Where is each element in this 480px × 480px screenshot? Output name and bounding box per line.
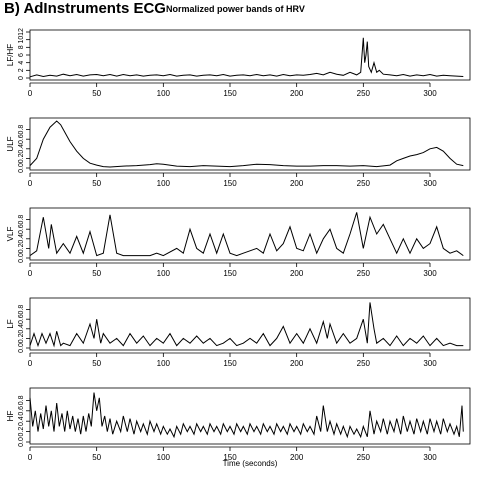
series-line-ratio bbox=[29, 37, 464, 78]
x-tick-label-ulf: 200 bbox=[290, 179, 304, 188]
x-tick-label-ulf: 100 bbox=[157, 179, 171, 188]
y-tick-label-ratio: 2 bbox=[18, 68, 25, 72]
y-tick-label-ulf: 0.2 bbox=[18, 153, 25, 163]
x-tick-label-vlf: 250 bbox=[357, 269, 371, 278]
x-tick-label-lf: 200 bbox=[290, 359, 304, 368]
y-tick-label-hf: 0.6 bbox=[18, 406, 25, 416]
y-tick-label-ulf: 0.6 bbox=[18, 134, 25, 144]
x-tick-label-hf: 0 bbox=[28, 453, 33, 462]
y-tick-label-hf: 0.4 bbox=[18, 416, 25, 426]
x-tick-label-lf: 250 bbox=[357, 359, 371, 368]
x-tick-label-hf: 50 bbox=[92, 453, 101, 462]
x-tick-label-vlf: 200 bbox=[290, 269, 304, 278]
x-tick-label-hf: 200 bbox=[290, 453, 304, 462]
x-tick-label-ratio: 250 bbox=[357, 89, 371, 98]
x-tick-label-lf: 150 bbox=[223, 359, 237, 368]
x-tick-label-lf: 100 bbox=[157, 359, 171, 368]
panel-frame-ratio bbox=[29, 29, 471, 81]
x-tick-label-ulf: 250 bbox=[357, 179, 371, 188]
series-line-vlf bbox=[29, 212, 464, 257]
x-tick-label-lf: 50 bbox=[92, 359, 101, 368]
y-tick-label-lf: 0.0 bbox=[18, 343, 25, 353]
series-line-hf bbox=[29, 392, 464, 439]
x-tick-label-lf: 0 bbox=[28, 359, 33, 368]
x-tick-label-vlf: 100 bbox=[157, 269, 171, 278]
figure-subtitle: Normalized power bands of HRV bbox=[166, 4, 305, 14]
y-tick-label-vlf: 0.6 bbox=[18, 224, 25, 234]
y-tick-label-ulf: 0.8 bbox=[18, 125, 25, 135]
y-tick-label-lf: 0.4 bbox=[18, 324, 25, 334]
y-tick-label-hf: 0.0 bbox=[18, 437, 25, 447]
y-tick-label-ratio: 10 bbox=[18, 36, 25, 44]
x-axis-label: Time (seconds) bbox=[223, 459, 278, 468]
y-tick-label-ulf: 0.0 bbox=[18, 163, 25, 173]
figure-title: B) AdInstruments ECG bbox=[4, 0, 166, 17]
y-tick-label-ratio: 8 bbox=[18, 45, 25, 49]
x-tick-label-ulf: 0 bbox=[28, 179, 33, 188]
x-tick-label-lf: 300 bbox=[423, 359, 437, 368]
panel-frame-ulf bbox=[29, 117, 471, 171]
x-tick-label-hf: 250 bbox=[357, 453, 371, 462]
y-axis-label-lf: LF bbox=[6, 319, 15, 328]
x-tick-label-ulf: 150 bbox=[223, 179, 237, 188]
panel-frame-lf bbox=[29, 297, 471, 351]
y-tick-label-hf: 0.8 bbox=[18, 395, 25, 405]
x-tick-label-vlf: 50 bbox=[92, 269, 101, 278]
y-tick-label-lf: 0.6 bbox=[18, 314, 25, 324]
y-tick-label-vlf: 0.8 bbox=[18, 215, 25, 225]
y-tick-label-vlf: 0.2 bbox=[18, 243, 25, 253]
x-tick-label-ulf: 300 bbox=[423, 179, 437, 188]
x-tick-label-ratio: 100 bbox=[157, 89, 171, 98]
y-tick-label-vlf: 0.0 bbox=[18, 253, 25, 263]
x-tick-label-vlf: 0 bbox=[28, 269, 33, 278]
x-tick-label-ratio: 0 bbox=[28, 89, 33, 98]
y-tick-label-ratio: 0 bbox=[18, 76, 25, 80]
y-tick-label-ulf: 0.4 bbox=[18, 144, 25, 154]
x-tick-label-vlf: 150 bbox=[223, 269, 237, 278]
y-axis-label-hf: HF bbox=[6, 411, 15, 422]
y-tick-label-ratio: 12 bbox=[18, 28, 25, 36]
x-tick-label-hf: 150 bbox=[223, 453, 237, 462]
x-tick-label-ratio: 50 bbox=[92, 89, 101, 98]
y-axis-label-ulf: ULF bbox=[6, 136, 15, 151]
y-tick-label-hf: 0.2 bbox=[18, 427, 25, 437]
panel-frame-vlf bbox=[29, 207, 471, 261]
x-tick-label-hf: 300 bbox=[423, 453, 437, 462]
x-tick-label-ulf: 50 bbox=[92, 179, 101, 188]
x-tick-label-ratio: 150 bbox=[223, 89, 237, 98]
y-tick-label-ratio: 6 bbox=[18, 53, 25, 57]
y-axis-label-vlf: VLF bbox=[6, 227, 15, 242]
x-tick-label-hf: 100 bbox=[157, 453, 171, 462]
y-axis-label-ratio: LF/HF bbox=[6, 44, 15, 66]
series-line-lf bbox=[29, 302, 464, 348]
x-tick-label-ratio: 300 bbox=[423, 89, 437, 98]
y-tick-label-vlf: 0.4 bbox=[18, 234, 25, 244]
y-tick-label-lf: 0.8 bbox=[18, 305, 25, 315]
series-line-ulf bbox=[29, 120, 464, 168]
y-tick-label-ratio: 4 bbox=[18, 61, 25, 65]
y-tick-label-lf: 0.2 bbox=[18, 333, 25, 343]
x-tick-label-ratio: 200 bbox=[290, 89, 304, 98]
x-tick-label-vlf: 300 bbox=[423, 269, 437, 278]
panel-frame-hf bbox=[29, 387, 471, 445]
